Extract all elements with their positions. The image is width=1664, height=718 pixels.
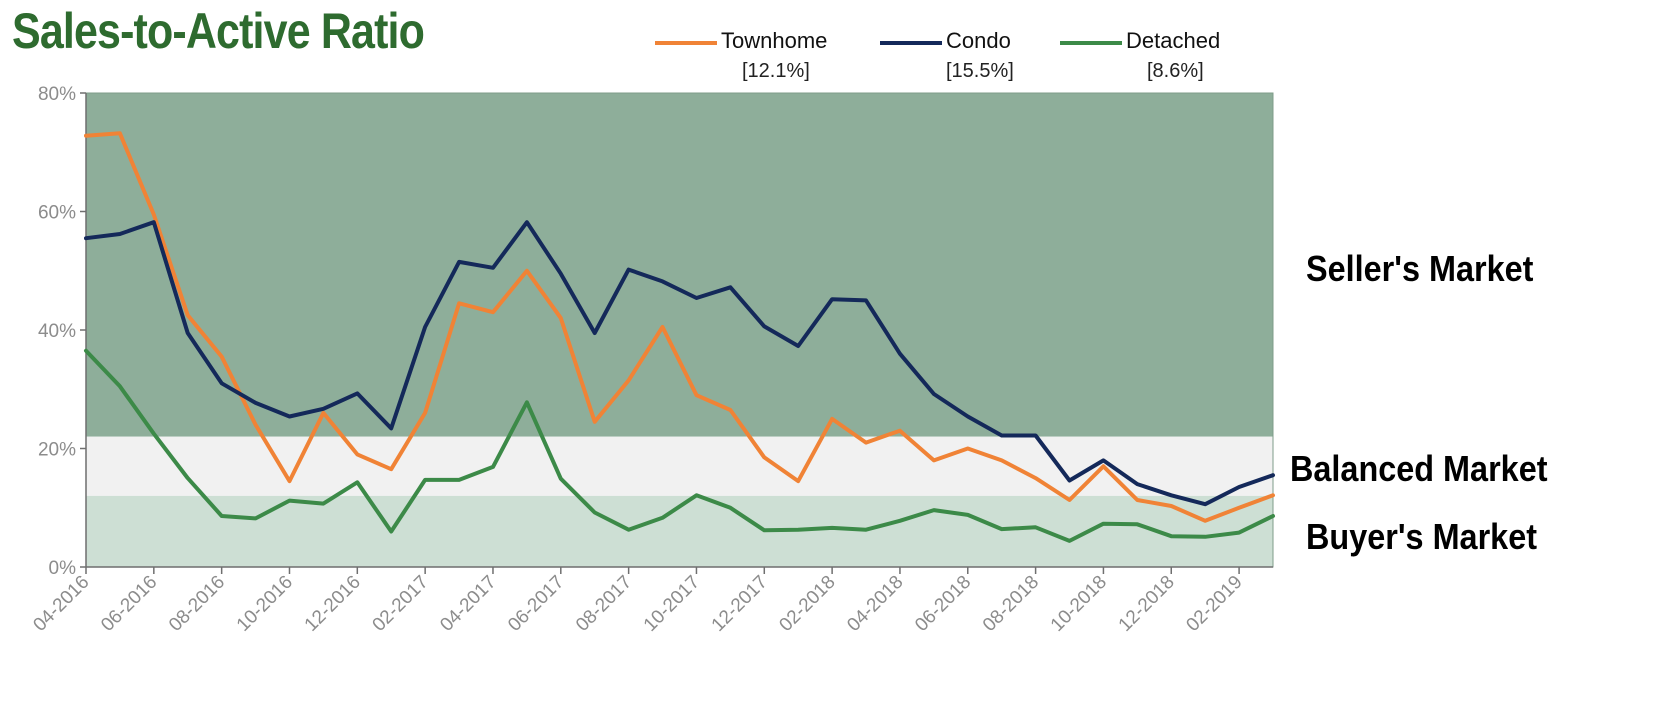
- seller-zone: [86, 93, 1273, 437]
- chart-title: Sales-to-Active Ratio: [12, 3, 425, 59]
- legend-item-detached: Detached [8.6%]: [1060, 12, 1280, 82]
- x-tick-label: 10-2018: [1047, 572, 1111, 636]
- legend-line-condo: [880, 41, 942, 45]
- x-tick-label: 04-2017: [436, 572, 500, 636]
- legend-item-townhome: Townhome [12.1%]: [655, 12, 875, 82]
- legend-value-townhome: [12.1%]: [742, 60, 810, 82]
- series-line-townhome: [84, 131, 1275, 523]
- x-tick-label: 02-2017: [369, 572, 433, 636]
- y-tick-label: 60%: [38, 203, 76, 224]
- balanced-zone: [86, 436, 1273, 496]
- y-tick-label: 80%: [38, 84, 76, 105]
- legend-item-condo: Condo [15.5%]: [880, 12, 1100, 82]
- x-tick-label: 08-2016: [165, 572, 229, 636]
- x-tick-label: 02-2018: [775, 572, 839, 636]
- zone-label-balanced: Balanced Market: [1290, 448, 1548, 489]
- y-tick-label: 40%: [38, 321, 76, 342]
- legend-label-townhome: Townhome: [721, 28, 828, 53]
- legend-value-detached: [8.6%]: [1147, 60, 1204, 82]
- x-tick-label: 12-2018: [1115, 572, 1179, 636]
- x-tick-label: 10-2017: [640, 572, 704, 636]
- zone-label-buyer: Buyer's Market: [1306, 516, 1538, 557]
- x-tick-label: 08-2017: [572, 572, 636, 636]
- x-tick-label: 10-2016: [233, 572, 297, 636]
- legend-label-condo: Condo: [946, 28, 1011, 53]
- legend-label-detached: Detached: [1126, 28, 1221, 53]
- x-tick-label: 06-2017: [504, 572, 568, 636]
- zone-label-seller: Seller's Market: [1306, 248, 1534, 289]
- y-tick-label: 0%: [49, 558, 77, 579]
- x-tick-label: 06-2016: [97, 572, 161, 636]
- legend-line-detached: [1060, 41, 1122, 45]
- x-tick-label: 02-2019: [1182, 572, 1246, 636]
- y-tick-label: 20%: [38, 440, 76, 461]
- legend-value-condo: [15.5%]: [946, 60, 1014, 82]
- x-tick-label: 04-2016: [29, 572, 93, 636]
- x-tick-label: 06-2018: [911, 572, 975, 636]
- x-tick-label: 12-2016: [301, 572, 365, 636]
- series-line-condo: [84, 220, 1275, 507]
- x-tick-label: 04-2018: [843, 572, 907, 636]
- legend-line-townhome: [655, 41, 717, 45]
- x-tick-label: 08-2018: [979, 572, 1043, 636]
- x-tick-label: 12-2017: [708, 572, 772, 636]
- series-line-detached: [84, 348, 1275, 543]
